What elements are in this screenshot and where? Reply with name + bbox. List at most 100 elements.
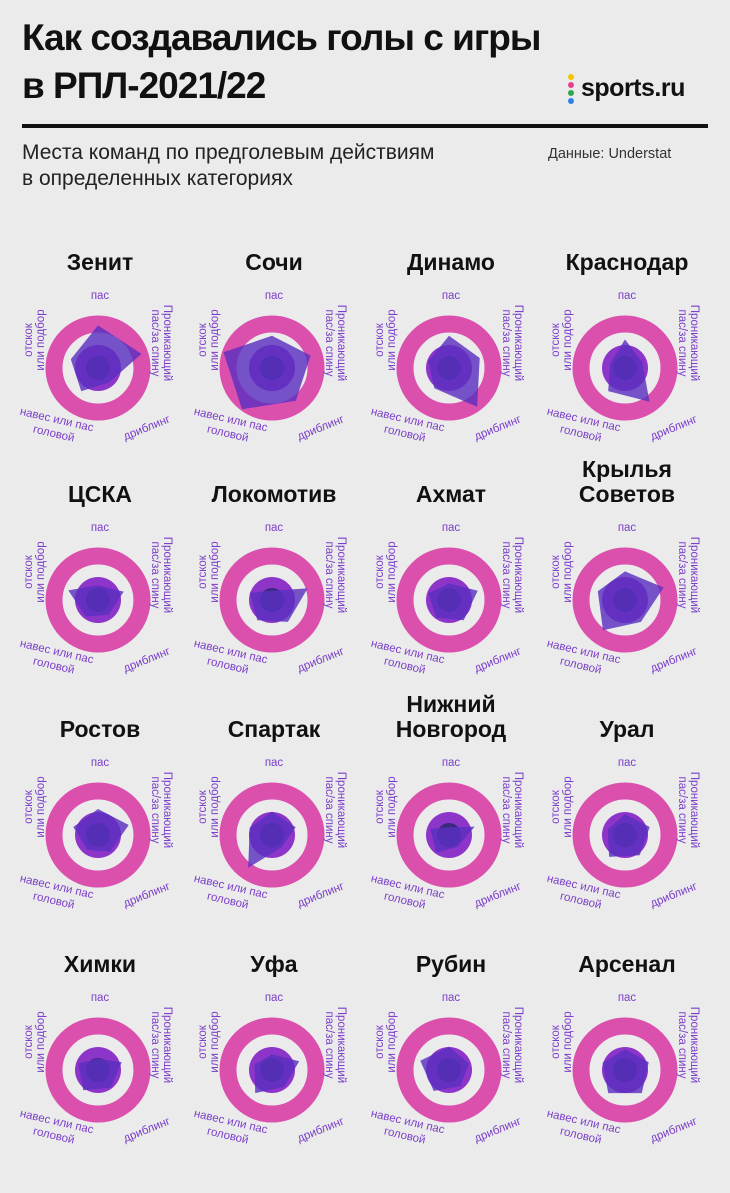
axis-label-through-1: Проникающий [161, 305, 173, 381]
axis-label-dribble: дриблинг [122, 413, 172, 443]
title-line-2: в РПЛ-2021/22 [22, 65, 266, 106]
axis-label-rebound-2: или подбор [386, 776, 398, 837]
axis-label-rebound-2: или подбор [209, 776, 221, 837]
team-name: Ахмат [416, 481, 486, 507]
axis-label-pass: пас [265, 757, 284, 769]
team-polygon [249, 588, 308, 622]
axis-label-pass: пас [618, 290, 637, 302]
ring-outer [219, 315, 325, 421]
title-line-1: Как создавались голы с игры [22, 17, 541, 58]
axis-label-pass: пас [91, 522, 110, 534]
logo-dot-3 [568, 90, 574, 96]
team-polygon [223, 335, 311, 410]
team-name: Ростов [60, 716, 140, 742]
axis-label-through-2: пас/за спину [149, 1012, 161, 1079]
axis-label-rebound-1: отскок [374, 1024, 386, 1059]
header-divider [22, 124, 708, 128]
axis-label-pass: пас [618, 522, 637, 534]
axis-label-rebound-2: или подбор [209, 541, 221, 602]
sports-ru-logo: sports.ru [568, 72, 685, 104]
axis-label-through-2: пас/за спину [323, 777, 335, 844]
axis-label-dribble: дриблинг [122, 1115, 172, 1145]
axis-label-rebound-1: отскок [374, 554, 386, 589]
axis-label-through-1: Проникающий [161, 1007, 173, 1083]
axis-label-through-1: Проникающий [161, 537, 173, 613]
axis-label-through-1: Проникающий [335, 537, 347, 613]
team-polygon [597, 571, 664, 631]
team-polygon [70, 325, 142, 392]
axis-label-through-1: Проникающий [512, 537, 524, 613]
axis-label-rebound-1: отскок [197, 554, 209, 589]
ring-outer [396, 315, 502, 421]
team-name: Спартак [228, 716, 321, 742]
data-source: Данные: Understat [548, 146, 672, 162]
axis-label-through-1: Проникающий [688, 305, 700, 381]
team-name: Краснодар [566, 249, 689, 275]
logo-dot-2 [568, 82, 574, 88]
axis-label-rebound-1: отскок [550, 789, 562, 824]
axis-label-through-2: пас/за спину [323, 542, 335, 609]
axis-label-dribble: дриблинг [473, 645, 523, 675]
subtitle: Места команд по предголевым действиям в … [22, 140, 542, 192]
axis-label-pass: пас [265, 522, 284, 534]
axis-label-pass: пас [618, 992, 637, 1004]
axis-label-pass: пас [442, 522, 461, 534]
axis-label-through-1: Проникающий [335, 1007, 347, 1083]
logo-dots-icon [568, 72, 575, 104]
team-polygon [420, 1046, 469, 1091]
axis-label-through-1: Проникающий [512, 1007, 524, 1083]
ring-outer [396, 547, 502, 653]
team-polygon [248, 811, 296, 868]
team-polygon [607, 814, 650, 857]
axis-label-rebound-2: или подбор [209, 309, 221, 370]
team-name: Советов [579, 481, 675, 507]
ring-outer [396, 782, 502, 888]
axis-label-rebound-1: отскок [550, 1024, 562, 1059]
team-name: Динамо [407, 249, 495, 275]
axis-label-through-2: пас/за спину [500, 542, 512, 609]
team-name: Сочи [245, 249, 303, 275]
axis-label-rebound-2: или подбор [562, 776, 574, 837]
axis-label-dribble: дриблинг [296, 1115, 346, 1145]
page-title: Как создавались голы с игры в РПЛ-2021/2… [22, 14, 582, 110]
team-polygon [428, 583, 478, 621]
axis-label-rebound-1: отскок [550, 322, 562, 357]
axis-label-through-2: пас/за спину [500, 310, 512, 377]
axis-label-rebound-2: или подбор [386, 1011, 398, 1072]
ring-outer [572, 547, 678, 653]
ring-outer [219, 547, 325, 653]
axis-label-through-2: пас/за спину [676, 1012, 688, 1079]
axis-label-through-2: пас/за спину [149, 542, 161, 609]
team-name: Арсенал [578, 951, 676, 977]
team-name: Уфа [250, 951, 297, 977]
team-name: Локомотив [212, 481, 337, 507]
axis-label-rebound-1: отскок [197, 789, 209, 824]
axis-label-dribble: дриблинг [649, 645, 699, 675]
axis-label-dribble: дриблинг [122, 880, 172, 910]
axis-label-pass: пас [442, 992, 461, 1004]
axis-label-pass: пас [265, 290, 284, 302]
axis-label-through-1: Проникающий [512, 772, 524, 848]
axis-label-rebound-2: или подбор [562, 541, 574, 602]
axis-label-rebound-2: или подбор [562, 1011, 574, 1072]
team-polygon [608, 339, 650, 402]
axis-label-rebound-2: или подбор [562, 309, 574, 370]
axis-label-rebound-1: отскок [23, 322, 35, 357]
axis-label-rebound-2: или подбор [386, 309, 398, 370]
ring-outer [396, 1017, 502, 1123]
subtitle-line-2: в определенных категориях [22, 167, 293, 190]
axis-label-dribble: дриблинг [296, 413, 346, 443]
logo-dot-1 [568, 74, 574, 80]
ring-outer [45, 315, 151, 421]
ring-outer [572, 315, 678, 421]
